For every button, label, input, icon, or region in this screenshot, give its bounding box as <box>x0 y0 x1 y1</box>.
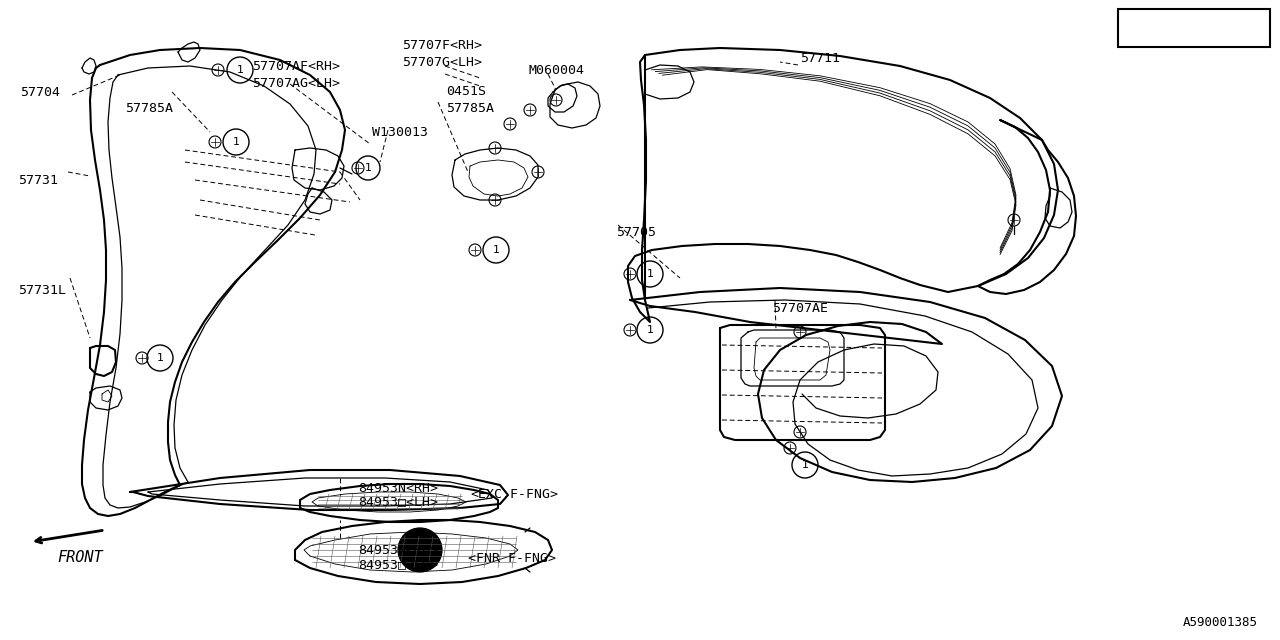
Text: 1: 1 <box>646 325 654 335</box>
Text: <EXC.F-FΝG>: <EXC.F-FΝG> <box>470 488 558 502</box>
Text: <FΝR F-FΝG>: <FΝR F-FΝG> <box>468 552 556 564</box>
Text: 57731: 57731 <box>18 173 58 186</box>
Text: 57707AE: 57707AE <box>772 301 828 314</box>
Text: W140007: W140007 <box>1166 22 1219 35</box>
Text: 57705: 57705 <box>616 225 657 239</box>
Text: M060004: M060004 <box>529 63 584 77</box>
Circle shape <box>398 528 442 572</box>
Text: 0451S
57785A: 0451S 57785A <box>445 85 494 115</box>
Text: 84953N<RH>: 84953N<RH> <box>358 543 438 557</box>
Text: 1: 1 <box>1132 22 1140 35</box>
Text: 1: 1 <box>646 269 654 279</box>
Text: 1: 1 <box>237 65 243 75</box>
Text: 57707AF<RH>
57707AG<LH>: 57707AF<RH> 57707AG<LH> <box>252 60 340 90</box>
Text: 57731L: 57731L <box>18 284 67 296</box>
Text: 57785A: 57785A <box>125 102 173 115</box>
Text: 1: 1 <box>365 163 371 173</box>
Text: 1: 1 <box>801 460 809 470</box>
Text: 84953□<LH>: 84953□<LH> <box>358 495 438 509</box>
Text: 84953□<LH>: 84953□<LH> <box>358 559 438 572</box>
Text: 57707F<RH>
57707G<LH>: 57707F<RH> 57707G<LH> <box>402 39 483 69</box>
Text: 57711: 57711 <box>800 51 840 65</box>
Text: 1: 1 <box>233 137 239 147</box>
Text: W130013: W130013 <box>372 125 428 138</box>
Text: 1: 1 <box>493 245 499 255</box>
FancyBboxPatch shape <box>1117 9 1270 47</box>
Text: 1: 1 <box>156 353 164 363</box>
Text: 84953N<RH>: 84953N<RH> <box>358 481 438 495</box>
Text: FRONT: FRONT <box>58 550 102 566</box>
Text: 57704: 57704 <box>20 86 60 99</box>
Text: A590001385: A590001385 <box>1183 616 1258 628</box>
